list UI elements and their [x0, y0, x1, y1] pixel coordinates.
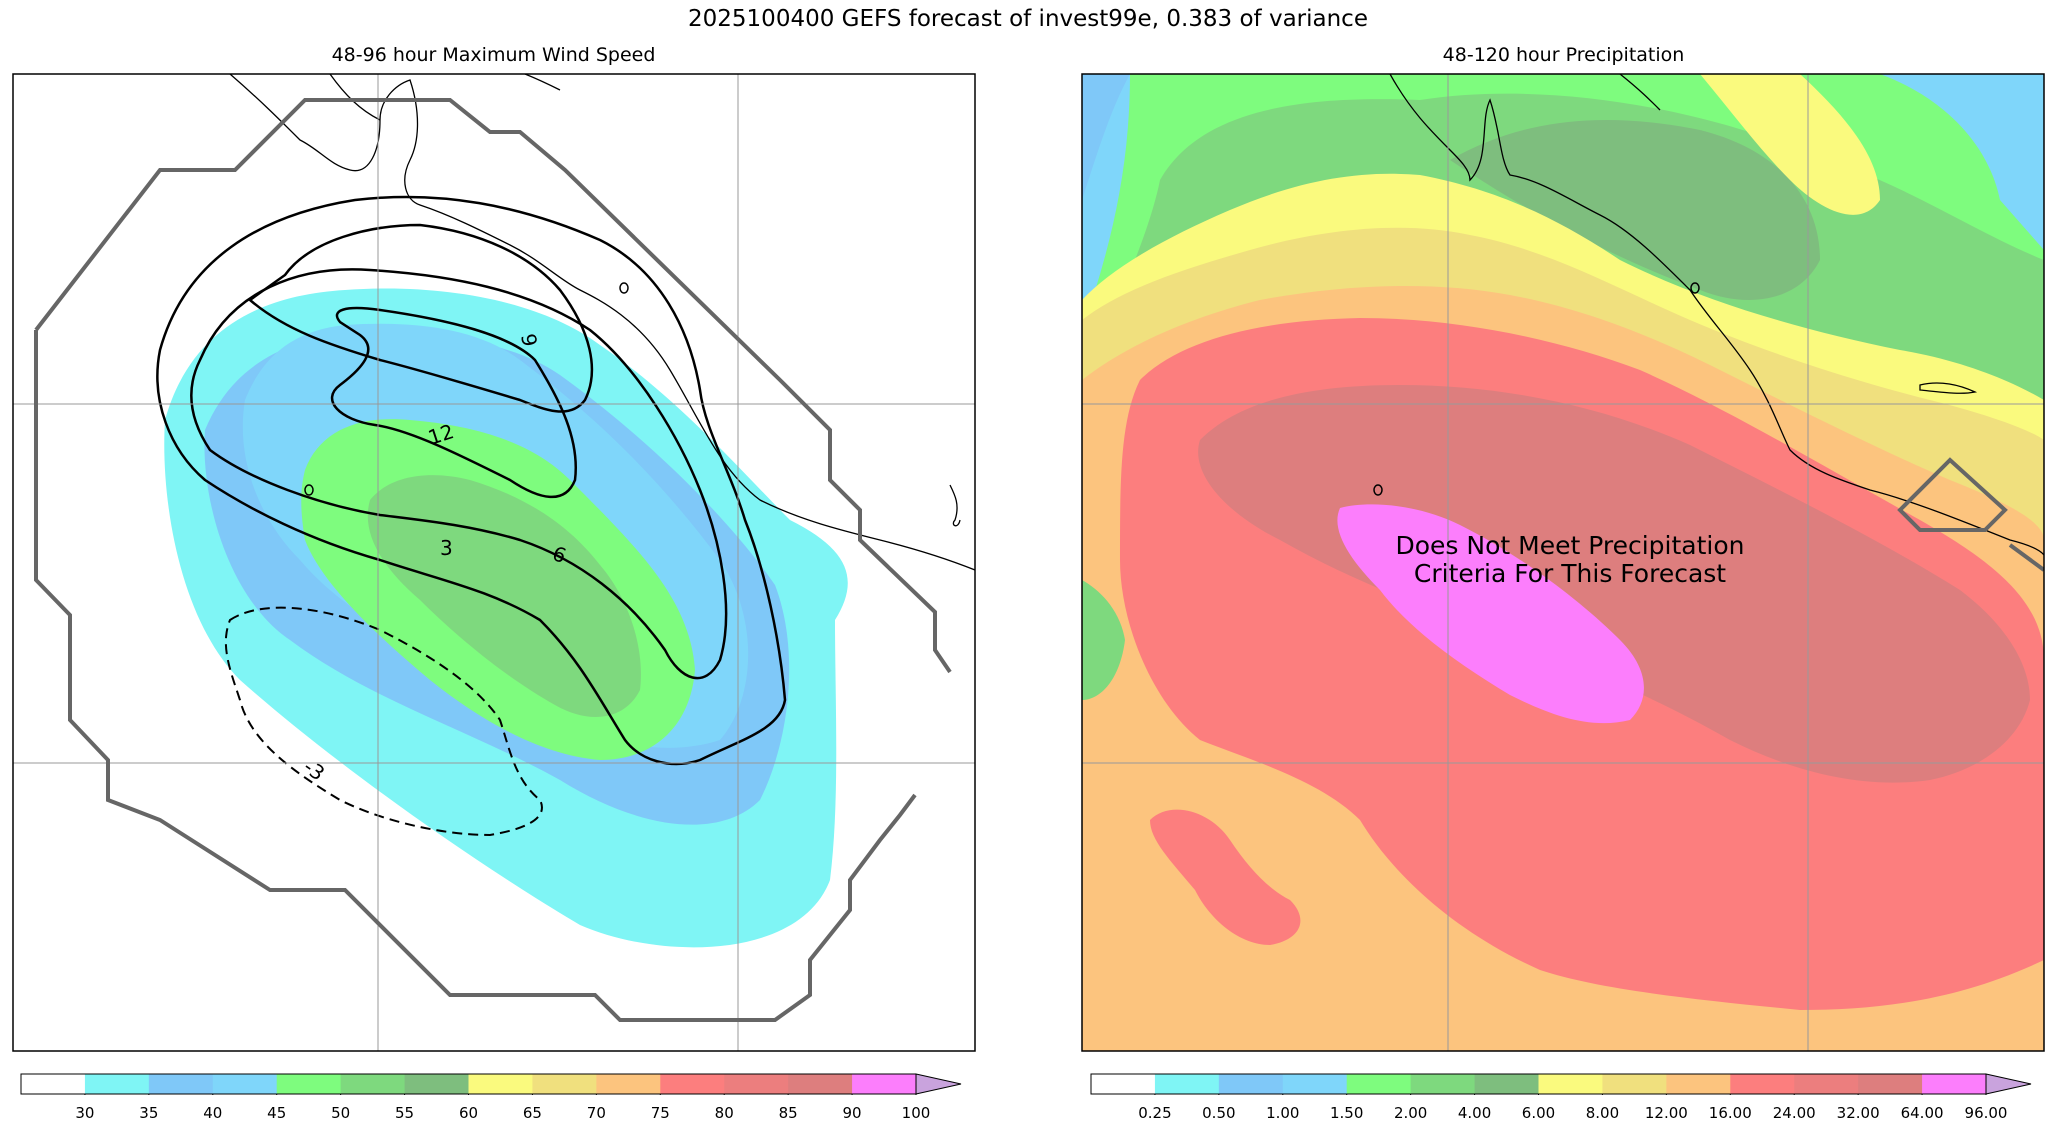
precip-colorbar-segment: [1666, 1074, 1731, 1094]
wind-colorbar-tick-label: 35: [139, 1104, 159, 1122]
precip-colorbar-segment: [1091, 1074, 1156, 1094]
precip-colorbar-tick-label: 32.00: [1836, 1104, 1880, 1122]
wind-colorbar-segment: [532, 1074, 597, 1094]
wind-colorbar-segment: [84, 1074, 150, 1094]
precip-colorbar-tick-label: 1.00: [1266, 1104, 1300, 1122]
wind-colorbar-tick-label: 65: [522, 1104, 542, 1122]
wind-colorbar-segment: [468, 1074, 533, 1094]
wind-colorbar-extend-arrow: [915, 1073, 962, 1095]
wind-colorbar: [20, 1073, 962, 1095]
wind-contour-6: [190, 268, 728, 680]
precip-colorbar-tick-label: 64.00: [1900, 1104, 1944, 1122]
precip-colorbar-segment: [1218, 1074, 1284, 1094]
figure-title: 2025100400 GEFS forecast of invest99e, 0…: [688, 6, 1368, 32]
precip-colorbar-segment: [1858, 1074, 1923, 1094]
wind-colorbar-tick-label: 70: [586, 1104, 606, 1122]
wind-colorbar-segment: [660, 1074, 725, 1094]
precipitation-criteria-note: Does Not Meet Precipitation Criteria For…: [1380, 532, 1760, 588]
precip-colorbar-segment: [1410, 1074, 1476, 1094]
wind-colorbar-tick-label: 40: [203, 1104, 223, 1122]
overlay-line-2: Criteria For This Forecast: [1413, 559, 1727, 588]
wind-colorbar-segment: [852, 1074, 917, 1094]
precip-colorbar-tick-label: 16.00: [1708, 1104, 1752, 1122]
precip-colorbar-tick-label: 0.25: [1138, 1104, 1172, 1122]
precip-colorbar-tick-label: 96.00: [1964, 1104, 2008, 1122]
wind-colorbar-tick-label: 85: [778, 1104, 798, 1122]
precip-colorbar-tick-label: 1.50: [1330, 1104, 1364, 1122]
precip-colorbar-tick-label: 8.00: [1585, 1104, 1620, 1122]
wind-colorbar-segment: [21, 1074, 86, 1094]
contour-label-9: 9: [516, 332, 542, 349]
precip-colorbar: [1090, 1073, 2032, 1095]
coastline-left: [229, 74, 975, 571]
precip-colorbar-segment: [1602, 1074, 1667, 1094]
precip-colorbar-tick-label: 12.00: [1644, 1104, 1688, 1122]
precip-colorbar-tick-label: 2.00: [1393, 1104, 1428, 1122]
wind-colorbar-segment: [276, 1074, 342, 1094]
right-panel-title: 48-120 hour Precipitation: [1442, 44, 1685, 66]
wind-colorbar-tick-label: 80: [714, 1104, 734, 1122]
wind-colorbar-tick-label: 90: [842, 1104, 862, 1122]
ensemble-outline: [34, 98, 952, 674]
precip-colorbar-tick-label: 0.50: [1202, 1104, 1236, 1122]
wind-colorbar-tick-label: 100: [901, 1104, 931, 1122]
precip-colorbar-segment: [1538, 1074, 1603, 1094]
precip-colorbar-segment: [1794, 1074, 1859, 1094]
wind-contour-3: [156, 195, 787, 766]
precip-colorbar-segment: [1154, 1074, 1220, 1094]
wind-colorbar-tick-label: 50: [331, 1104, 351, 1122]
wind-colorbar-segment: [724, 1074, 789, 1094]
wind-colorbar-tick-label: 60: [458, 1104, 479, 1122]
wind-colorbar-segment: [788, 1074, 853, 1094]
wind-contour-neg3: [224, 606, 543, 837]
wind-colorbar-segment: [212, 1074, 278, 1094]
wind-colorbar-segment: [596, 1074, 661, 1094]
wind-contour-12: [247, 223, 594, 413]
wind-contour-9: [330, 306, 577, 499]
wind-colorbar-tick-label: 75: [650, 1104, 670, 1122]
wind-colorbar-segment: [404, 1074, 469, 1094]
precip-colorbar-tick-label: 6.00: [1521, 1104, 1556, 1122]
left-panel-title: 48-96 hour Maximum Wind Speed: [331, 44, 656, 66]
wind-colorbar-tick-label: 55: [395, 1104, 415, 1122]
precip-colorbar-segment: [1346, 1074, 1412, 1094]
wind-colorbar-tick-label: 30: [75, 1104, 95, 1122]
precip-colorbar-segment: [1282, 1074, 1348, 1094]
precip-colorbar-extend-arrow: [1985, 1073, 2032, 1095]
precip-colorbar-segment: [1474, 1074, 1539, 1094]
wind-colorbar-segment: [148, 1074, 214, 1094]
precip-colorbar-tick-label: 24.00: [1772, 1104, 1816, 1122]
wind-colorbar-segment: [340, 1074, 406, 1094]
wind-colorbar-tick-label: 45: [267, 1104, 287, 1122]
contour-label-3: 3: [440, 536, 453, 560]
precip-colorbar-segment: [1730, 1074, 1795, 1094]
precip-colorbar-segment: [1922, 1074, 1987, 1094]
precip-colorbar-tick-label: 4.00: [1457, 1104, 1492, 1122]
overlay-line-1: Does Not Meet Precipitation: [1395, 531, 1745, 560]
